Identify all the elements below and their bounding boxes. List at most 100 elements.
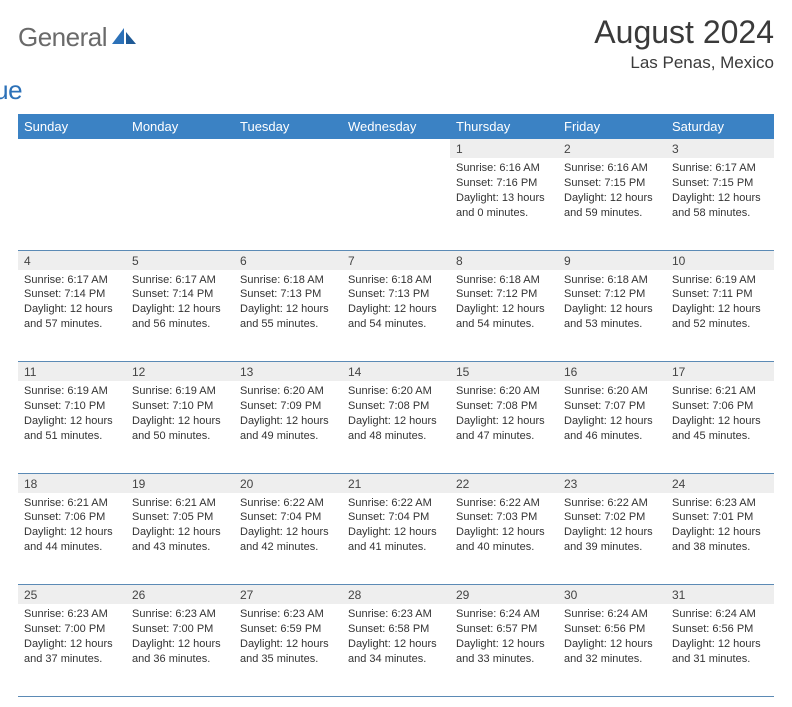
daylight-line: Daylight: 12 hours and 47 minutes. xyxy=(456,414,552,444)
day-data-cell: Sunrise: 6:17 AMSunset: 7:14 PMDaylight:… xyxy=(126,270,234,362)
day-number-cell: 19 xyxy=(126,473,234,493)
day-data-cell: Sunrise: 6:18 AMSunset: 7:13 PMDaylight:… xyxy=(342,270,450,362)
day-number-cell: 17 xyxy=(666,362,774,382)
sunrise-line: Sunrise: 6:20 AM xyxy=(456,384,552,399)
daylight-line: Daylight: 12 hours and 38 minutes. xyxy=(672,525,768,555)
sunset-line: Sunset: 7:08 PM xyxy=(456,399,552,414)
day-number-cell: 14 xyxy=(342,362,450,382)
sunset-line: Sunset: 6:59 PM xyxy=(240,622,336,637)
day-data-cell: Sunrise: 6:21 AMSunset: 7:06 PMDaylight:… xyxy=(666,381,774,473)
sunset-line: Sunset: 7:04 PM xyxy=(240,510,336,525)
sunrise-line: Sunrise: 6:21 AM xyxy=(24,496,120,511)
sunset-line: Sunset: 7:11 PM xyxy=(672,287,768,302)
daylight-line: Daylight: 12 hours and 43 minutes. xyxy=(132,525,228,555)
daylight-line: Daylight: 12 hours and 58 minutes. xyxy=(672,191,768,221)
day-data-cell: Sunrise: 6:17 AMSunset: 7:14 PMDaylight:… xyxy=(18,270,126,362)
sunrise-line: Sunrise: 6:23 AM xyxy=(24,607,120,622)
daylight-line: Daylight: 12 hours and 37 minutes. xyxy=(24,637,120,667)
sunset-line: Sunset: 6:57 PM xyxy=(456,622,552,637)
daylight-line: Daylight: 12 hours and 42 minutes. xyxy=(240,525,336,555)
day-number-cell: 11 xyxy=(18,362,126,382)
sunrise-line: Sunrise: 6:21 AM xyxy=(672,384,768,399)
day-number-cell: 2 xyxy=(558,139,666,158)
sunrise-line: Sunrise: 6:16 AM xyxy=(456,161,552,176)
daynum-row: 25262728293031 xyxy=(18,585,774,605)
weekday-header: Thursday xyxy=(450,114,558,139)
daylight-line: Daylight: 13 hours and 0 minutes. xyxy=(456,191,552,221)
day-number-cell: 30 xyxy=(558,585,666,605)
calendar-table: Sunday Monday Tuesday Wednesday Thursday… xyxy=(18,114,774,697)
day-number-cell: 26 xyxy=(126,585,234,605)
day-number-cell: 7 xyxy=(342,250,450,270)
day-number-cell: 10 xyxy=(666,250,774,270)
day-data-cell: Sunrise: 6:20 AMSunset: 7:07 PMDaylight:… xyxy=(558,381,666,473)
daylight-line: Daylight: 12 hours and 55 minutes. xyxy=(240,302,336,332)
daylight-line: Daylight: 12 hours and 46 minutes. xyxy=(564,414,660,444)
day-number-cell: 9 xyxy=(558,250,666,270)
daylight-line: Daylight: 12 hours and 39 minutes. xyxy=(564,525,660,555)
daynum-row: 18192021222324 xyxy=(18,473,774,493)
sunrise-line: Sunrise: 6:20 AM xyxy=(348,384,444,399)
day-number-cell: 3 xyxy=(666,139,774,158)
day-data-cell: Sunrise: 6:22 AMSunset: 7:04 PMDaylight:… xyxy=(342,493,450,585)
day-number-cell: 23 xyxy=(558,473,666,493)
daylight-line: Daylight: 12 hours and 41 minutes. xyxy=(348,525,444,555)
page-location: Las Penas, Mexico xyxy=(594,53,774,73)
sunset-line: Sunset: 7:10 PM xyxy=(24,399,120,414)
sunrise-line: Sunrise: 6:19 AM xyxy=(132,384,228,399)
sunset-line: Sunset: 7:07 PM xyxy=(564,399,660,414)
sunrise-line: Sunrise: 6:24 AM xyxy=(672,607,768,622)
sunrise-line: Sunrise: 6:19 AM xyxy=(24,384,120,399)
day-number-cell: 21 xyxy=(342,473,450,493)
sunrise-line: Sunrise: 6:20 AM xyxy=(240,384,336,399)
sunrise-line: Sunrise: 6:20 AM xyxy=(564,384,660,399)
logo: General Blue xyxy=(18,22,138,106)
sunset-line: Sunset: 7:12 PM xyxy=(564,287,660,302)
day-data-cell: Sunrise: 6:17 AMSunset: 7:15 PMDaylight:… xyxy=(666,158,774,250)
sunrise-line: Sunrise: 6:22 AM xyxy=(348,496,444,511)
sunrise-line: Sunrise: 6:17 AM xyxy=(24,273,120,288)
sunset-line: Sunset: 7:16 PM xyxy=(456,176,552,191)
sunrise-line: Sunrise: 6:17 AM xyxy=(672,161,768,176)
daylight-line: Daylight: 12 hours and 33 minutes. xyxy=(456,637,552,667)
day-number-cell: 4 xyxy=(18,250,126,270)
day-number-cell: 16 xyxy=(558,362,666,382)
sunset-line: Sunset: 6:56 PM xyxy=(564,622,660,637)
weekday-header: Friday xyxy=(558,114,666,139)
sunrise-line: Sunrise: 6:16 AM xyxy=(564,161,660,176)
logo-text-gray: General xyxy=(18,22,107,52)
sunset-line: Sunset: 7:06 PM xyxy=(24,510,120,525)
day-data-cell: Sunrise: 6:24 AMSunset: 6:57 PMDaylight:… xyxy=(450,604,558,696)
sunset-line: Sunset: 7:10 PM xyxy=(132,399,228,414)
daylight-line: Daylight: 12 hours and 53 minutes. xyxy=(564,302,660,332)
daylight-line: Daylight: 12 hours and 59 minutes. xyxy=(564,191,660,221)
day-data-cell: Sunrise: 6:22 AMSunset: 7:03 PMDaylight:… xyxy=(450,493,558,585)
sunset-line: Sunset: 7:01 PM xyxy=(672,510,768,525)
day-data-cell: Sunrise: 6:23 AMSunset: 7:01 PMDaylight:… xyxy=(666,493,774,585)
day-data-cell: Sunrise: 6:16 AMSunset: 7:15 PMDaylight:… xyxy=(558,158,666,250)
day-number-cell: 20 xyxy=(234,473,342,493)
day-number-cell: 12 xyxy=(126,362,234,382)
day-data-cell: Sunrise: 6:18 AMSunset: 7:13 PMDaylight:… xyxy=(234,270,342,362)
day-number-cell: 18 xyxy=(18,473,126,493)
day-data-cell xyxy=(342,158,450,250)
daylight-line: Daylight: 12 hours and 48 minutes. xyxy=(348,414,444,444)
sunset-line: Sunset: 7:08 PM xyxy=(348,399,444,414)
day-data-cell: Sunrise: 6:19 AMSunset: 7:10 PMDaylight:… xyxy=(126,381,234,473)
daydata-row: Sunrise: 6:17 AM Sunset: 7:14 PM Daylight:… xyxy=(18,270,774,362)
weekday-header-row: Sunday Monday Tuesday Wednesday Thursday… xyxy=(18,114,774,139)
daylight-line: Daylight: 12 hours and 52 minutes. xyxy=(672,302,768,332)
sunset-line: Sunset: 7:15 PM xyxy=(672,176,768,191)
day-number-cell: 6 xyxy=(234,250,342,270)
day-number-cell: 27 xyxy=(234,585,342,605)
sunrise-line: Sunrise: 6:22 AM xyxy=(564,496,660,511)
sunrise-line: Sunrise: 6:18 AM xyxy=(564,273,660,288)
day-data-cell: Sunrise: 6:20 AMSunset: 7:08 PMDaylight:… xyxy=(450,381,558,473)
sunrise-line: Sunrise: 6:23 AM xyxy=(240,607,336,622)
day-data-cell: Sunrise: 6:24 AMSunset: 6:56 PMDaylight:… xyxy=(666,604,774,696)
day-number-cell: 1 xyxy=(450,139,558,158)
sunset-line: Sunset: 7:14 PM xyxy=(132,287,228,302)
day-number-cell: 22 xyxy=(450,473,558,493)
sunset-line: Sunset: 7:04 PM xyxy=(348,510,444,525)
day-number-cell: 28 xyxy=(342,585,450,605)
